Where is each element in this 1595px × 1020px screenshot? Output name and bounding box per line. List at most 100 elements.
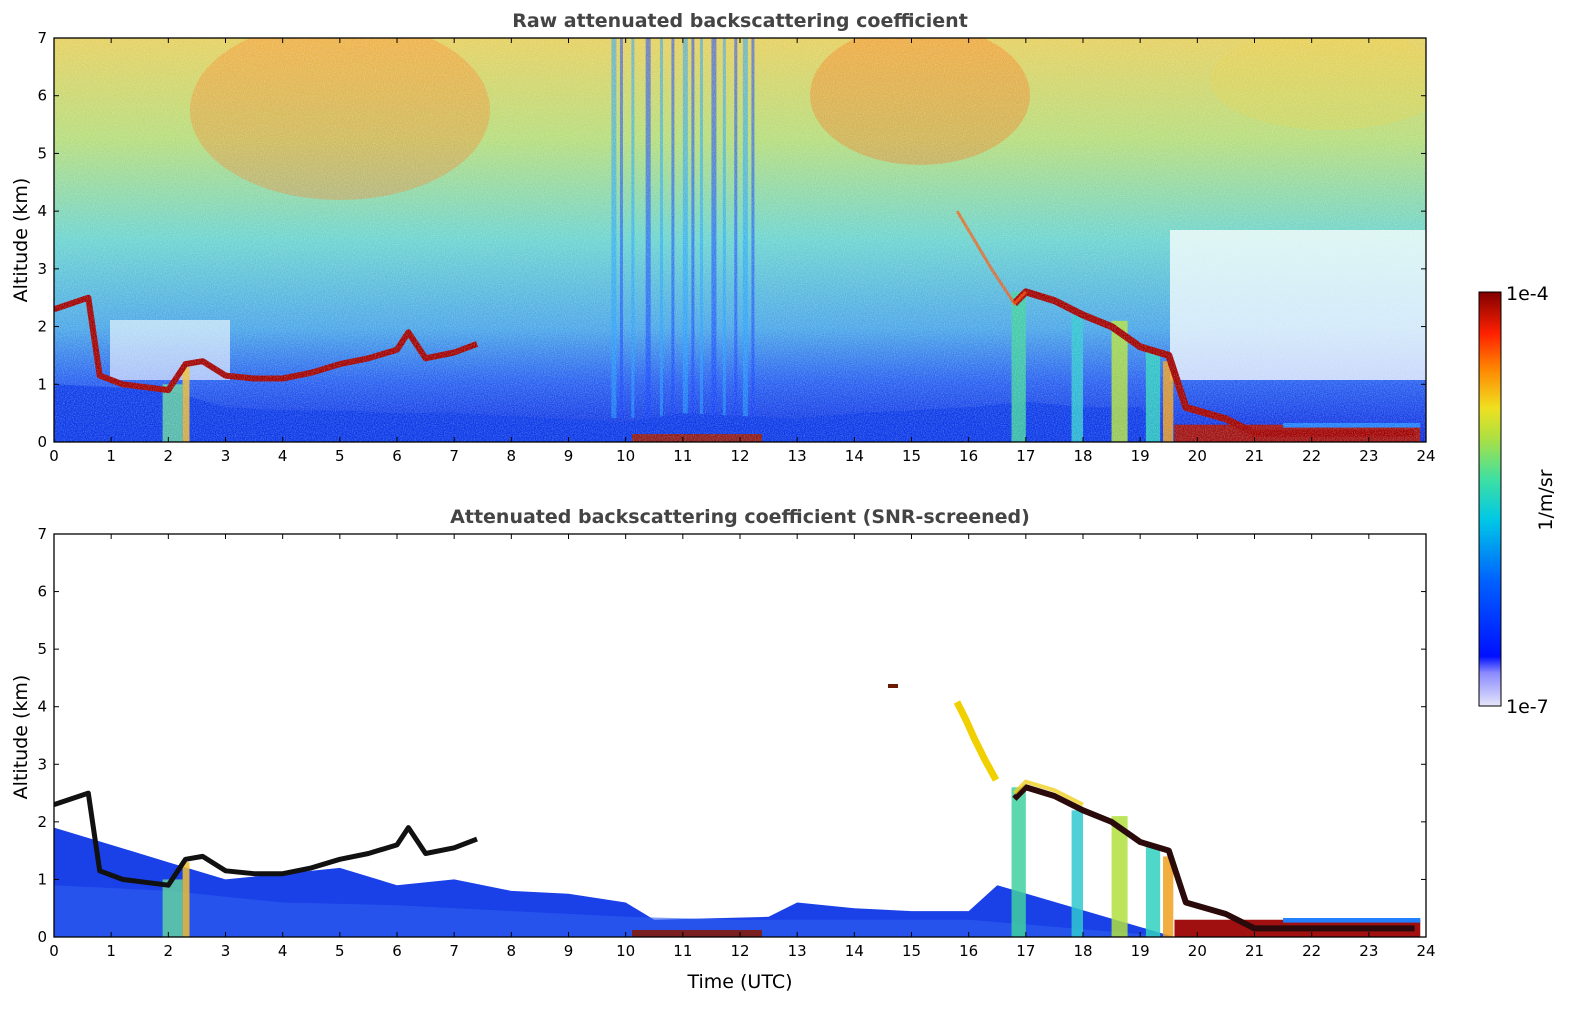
snr-screened-panel: Attenuated backscattering coefficient (S… <box>10 506 1436 993</box>
x-tick-label: 19 <box>1131 447 1150 465</box>
x-tick-label: 10 <box>616 942 635 960</box>
x-tick-label: 16 <box>959 942 978 960</box>
x-tick-label: 19 <box>1131 942 1150 960</box>
x-tick-label: 15 <box>902 447 921 465</box>
x-tick-label: 2 <box>164 942 174 960</box>
x-tick-label: 13 <box>788 942 807 960</box>
colorbar-units-label: 1/m/sr <box>1535 469 1557 530</box>
isolated-echo <box>888 684 898 688</box>
colorbar: 1e-4 1e-7 1/m/sr <box>1478 283 1557 718</box>
x-tick-label: 11 <box>673 447 692 465</box>
x-tick-label: 23 <box>1359 447 1378 465</box>
x-tick-label: 16 <box>959 447 978 465</box>
x-tick-label: 20 <box>1188 447 1207 465</box>
x-tick-label: 9 <box>564 447 574 465</box>
x-tick-label: 7 <box>449 447 459 465</box>
x-tick-label: 17 <box>1016 447 1035 465</box>
x-tick-label: 22 <box>1302 942 1321 960</box>
virga-yellow <box>953 700 1000 782</box>
x-tick-label: 20 <box>1188 942 1207 960</box>
x-tick-label: 2 <box>164 447 174 465</box>
y-tick-label: 0 <box>37 433 47 451</box>
x-tick-label: 6 <box>392 942 402 960</box>
y-tick-label: 4 <box>37 202 47 220</box>
x-tick-label: 17 <box>1016 942 1035 960</box>
fallstreak <box>162 879 183 937</box>
x-tick-label: 4 <box>278 447 288 465</box>
x-tick-label: 24 <box>1416 942 1435 960</box>
y-tick-label: 6 <box>37 583 47 601</box>
fallstreak <box>1071 810 1083 937</box>
y-tick-label: 5 <box>37 640 47 658</box>
fallstreaks-screened <box>162 787 1421 937</box>
colorbar-gradient <box>1478 291 1502 707</box>
x-tick-label: 15 <box>902 942 921 960</box>
x-tick-label: 8 <box>507 942 517 960</box>
cloud-layer-evening-screened <box>1012 784 1415 932</box>
panel1-heatmap <box>54 38 1426 442</box>
panel2-ylabel: Altitude (km) <box>10 675 32 800</box>
x-tick-label: 14 <box>845 942 864 960</box>
x-tick-label: 11 <box>673 942 692 960</box>
x-tick-label: 5 <box>335 447 345 465</box>
fallstreak <box>182 862 190 937</box>
x-tick-label: 13 <box>788 447 807 465</box>
x-tick-label: 1 <box>106 942 116 960</box>
surface-layer-10-12-screened <box>632 930 762 937</box>
panel2-title: Attenuated backscattering coefficient (S… <box>450 506 1030 528</box>
y-tick-label: 4 <box>37 698 47 716</box>
x-tick-label: 10 <box>616 447 635 465</box>
panel2-axes: 0 1 2 3 4 5 6 7 8 9 10 11 12 13 14 15 16 17 18 19 20 21 22 23 24… <box>37 525 1435 960</box>
y-tick-label: 7 <box>37 525 47 543</box>
y-tick-label: 3 <box>37 260 47 278</box>
raw-backscatter-panel: Raw attenuated backscattering coefficien… <box>10 10 1436 465</box>
y-tick-label: 0 <box>37 928 47 946</box>
x-tick-label: 12 <box>730 942 749 960</box>
x-tick-label: 9 <box>564 942 574 960</box>
x-tick-label: 1 <box>106 447 116 465</box>
x-tick-label: 0 <box>49 942 59 960</box>
panel2-xlabel: Time (UTC) <box>686 971 792 993</box>
fallstreak <box>1163 856 1174 937</box>
noise-overlay <box>54 38 1426 442</box>
evening-surface-top <box>1283 918 1421 923</box>
colorbar-min-label: 1e-7 <box>1506 696 1549 718</box>
x-tick-label: 3 <box>221 942 231 960</box>
x-tick-label: 5 <box>335 942 345 960</box>
x-tick-label: 18 <box>1073 942 1092 960</box>
y-tick-label: 2 <box>37 318 47 336</box>
panel1-title: Raw attenuated backscattering coefficien… <box>512 10 968 32</box>
y-tick-label: 2 <box>37 813 47 831</box>
x-tick-label: 4 <box>278 942 288 960</box>
cloud-edge-screened <box>1012 779 1084 807</box>
x-tick-label: 23 <box>1359 942 1378 960</box>
screened-boundary-layer-shade <box>54 885 1175 937</box>
y-tick-label: 5 <box>37 144 47 162</box>
x-tick-label: 21 <box>1245 942 1264 960</box>
x-tick-label: 3 <box>221 447 231 465</box>
x-tick-label: 21 <box>1245 447 1264 465</box>
x-tick-label: 0 <box>49 447 59 465</box>
panel1-ylabel: Altitude (km) <box>10 178 32 303</box>
y-tick-label: 1 <box>37 870 47 888</box>
fallstreak <box>1011 787 1026 937</box>
y-tick-label: 6 <box>37 87 47 105</box>
cloud-layer-morning-screened <box>54 790 478 888</box>
y-tick-label: 7 <box>37 29 47 47</box>
x-tick-label: 7 <box>449 942 459 960</box>
fallstreak <box>1111 816 1128 937</box>
x-tick-label: 8 <box>507 447 517 465</box>
y-tick-label: 1 <box>37 375 47 393</box>
x-tick-label: 12 <box>730 447 749 465</box>
x-tick-label: 24 <box>1416 447 1435 465</box>
x-tick-label: 22 <box>1302 447 1321 465</box>
y-tick-label: 3 <box>37 755 47 773</box>
panel1-axes: 0 1 2 3 4 5 6 7 8 9 10 11 12 13 14 15 16 17 18 19 20 21 22 23 24… <box>37 29 1435 465</box>
colorbar-max-label: 1e-4 <box>1506 283 1549 305</box>
x-tick-label: 18 <box>1073 447 1092 465</box>
panel2-heatmap <box>54 684 1421 937</box>
x-tick-label: 14 <box>845 447 864 465</box>
x-tick-label: 6 <box>392 447 402 465</box>
fallstreak <box>1145 844 1161 937</box>
